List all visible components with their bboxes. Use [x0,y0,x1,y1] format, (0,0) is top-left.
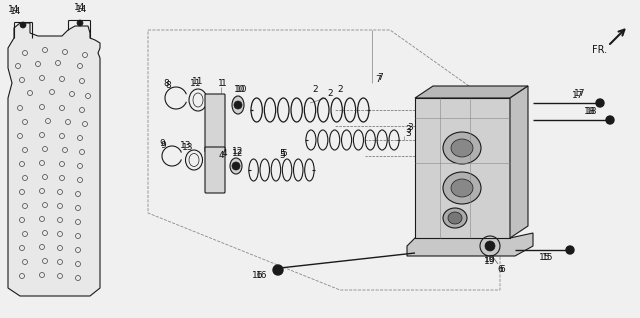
Circle shape [234,101,242,109]
Text: 7: 7 [375,75,381,85]
Ellipse shape [443,208,467,228]
Text: 1: 1 [218,80,224,88]
Polygon shape [8,23,100,296]
Text: 16: 16 [256,272,268,280]
Text: 12: 12 [232,147,244,156]
Circle shape [596,99,604,107]
Text: 8: 8 [165,80,171,89]
Ellipse shape [443,132,481,164]
Text: 11: 11 [190,80,202,88]
Polygon shape [415,98,510,238]
Circle shape [606,116,614,124]
Text: 13: 13 [182,143,194,153]
Text: 10: 10 [236,86,248,94]
Ellipse shape [443,172,481,204]
Text: 3: 3 [405,126,411,135]
Text: 17: 17 [574,89,586,99]
Text: 6: 6 [499,266,505,274]
Text: 14: 14 [10,8,22,17]
Ellipse shape [448,212,462,224]
Text: 2: 2 [337,86,343,94]
Text: 19: 19 [484,258,496,266]
Text: 15: 15 [542,253,554,262]
Text: 2: 2 [327,89,333,99]
Circle shape [22,24,24,26]
Text: 10: 10 [234,86,246,94]
Circle shape [566,246,574,254]
Text: 9: 9 [160,142,166,150]
Polygon shape [415,86,528,98]
Text: 7: 7 [377,73,383,82]
Polygon shape [510,86,528,238]
Text: 6: 6 [497,266,503,274]
Text: 18: 18 [586,107,598,116]
Text: 9: 9 [159,140,165,149]
Text: 14: 14 [76,5,88,15]
Text: 13: 13 [180,142,192,150]
Ellipse shape [232,96,244,114]
Text: 4: 4 [218,151,224,161]
Circle shape [20,22,26,28]
Ellipse shape [451,139,473,157]
Text: 14: 14 [8,5,20,15]
Circle shape [77,20,83,26]
Text: 15: 15 [540,253,551,262]
Ellipse shape [451,179,473,197]
Text: 19: 19 [484,255,496,265]
Text: 5: 5 [281,149,287,158]
Text: 17: 17 [572,91,584,100]
FancyBboxPatch shape [205,147,225,193]
Text: 12: 12 [232,149,244,157]
Text: FR.: FR. [593,45,607,55]
Polygon shape [407,233,533,256]
Text: 4: 4 [221,149,227,158]
Circle shape [232,162,240,170]
Text: 8: 8 [163,80,169,88]
Text: 5: 5 [279,149,285,157]
Circle shape [273,265,283,275]
Text: 3: 3 [405,128,411,137]
Text: 2: 2 [312,86,318,94]
FancyBboxPatch shape [205,94,225,152]
Circle shape [485,241,495,251]
Ellipse shape [230,158,242,174]
Text: 14: 14 [74,3,86,12]
Text: 5: 5 [279,151,285,161]
Text: 11: 11 [192,78,204,86]
Text: 18: 18 [584,107,596,116]
Text: 16: 16 [252,272,264,280]
Circle shape [79,22,81,24]
Text: 3: 3 [407,123,413,133]
Text: 1: 1 [221,79,227,87]
